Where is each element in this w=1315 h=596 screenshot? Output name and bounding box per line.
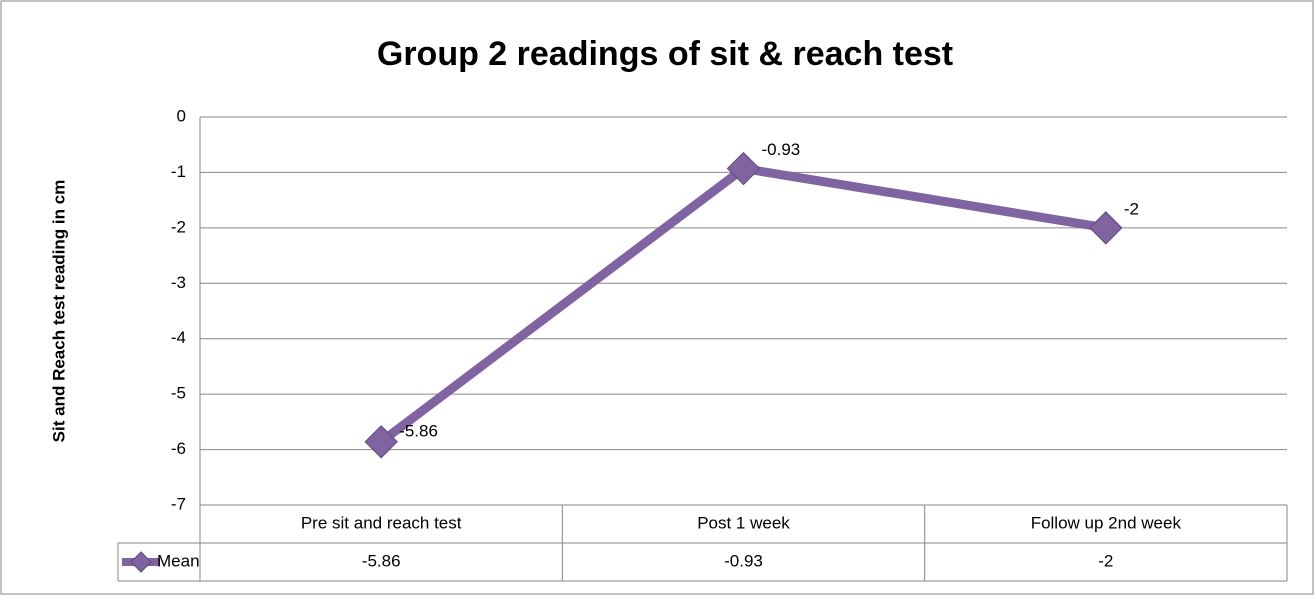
table-value: -5.86 <box>362 551 401 570</box>
marker <box>1089 211 1123 245</box>
chart-title: Group 2 readings of sit & reach test <box>377 35 953 73</box>
y-tick-label: -5 <box>171 384 186 403</box>
x-tick-label: Pre sit and reach test <box>301 513 462 532</box>
y-tick-label: -2 <box>171 217 186 236</box>
y-tick-label: -7 <box>171 494 186 513</box>
data-label: -0.93 <box>762 140 801 159</box>
table-value: -2 <box>1098 551 1113 570</box>
y-tick-label: -3 <box>171 273 186 292</box>
y-tick-label: -4 <box>171 328 186 347</box>
y-tick-label: -6 <box>171 439 186 458</box>
x-tick-label: Post 1 week <box>697 513 790 532</box>
marker <box>364 425 398 459</box>
marker <box>130 551 152 573</box>
x-tick-label: Follow up 2nd week <box>1031 513 1182 532</box>
legend-label: Mean <box>157 551 200 570</box>
data-label: -5.86 <box>399 421 438 440</box>
data-label: -2 <box>1124 199 1139 218</box>
table-value: -0.93 <box>724 551 763 570</box>
y-tick-label: 0 <box>177 106 186 125</box>
y-tick-label: -1 <box>171 162 186 181</box>
marker <box>726 151 761 186</box>
y-axis-label: Sit and Reach test reading in cm <box>49 180 68 443</box>
